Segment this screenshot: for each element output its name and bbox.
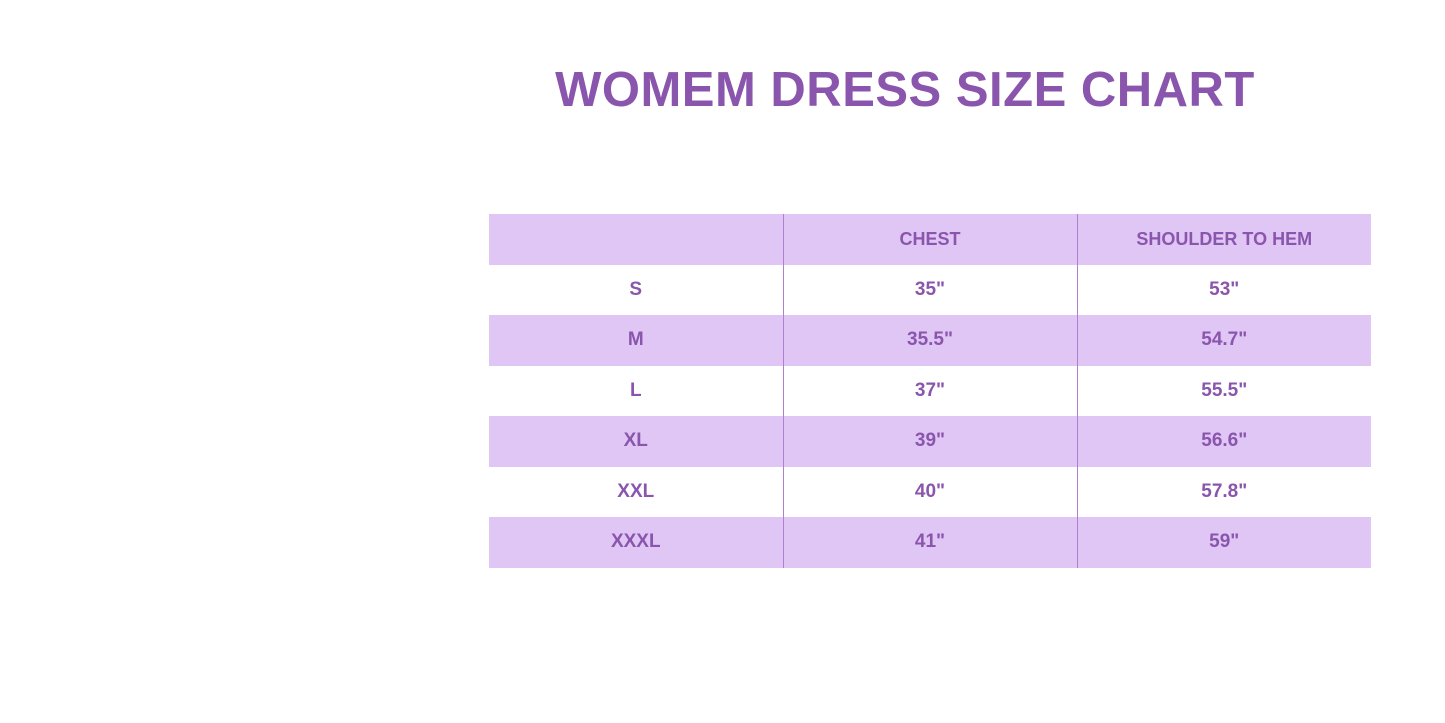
table-row: L 37" 55.5": [489, 365, 1371, 416]
length-cell: 57.8": [1076, 466, 1371, 517]
table-row: M 35.5" 54.7": [489, 315, 1371, 366]
size-cell: XXXL: [610, 531, 661, 553]
length-cell: 53": [1076, 264, 1371, 315]
table-row: S 35" 53": [489, 264, 1371, 315]
header-size: [489, 214, 783, 265]
chest-cell: 39": [782, 416, 1077, 467]
chest-cell: 35.5": [782, 315, 1077, 366]
page-title: WOMEM DRESS SIZE CHART: [555, 63, 1255, 117]
header-shoulder-to-hem: SHOULDER TO HEM: [1076, 214, 1371, 265]
chest-cell: 40": [782, 466, 1077, 517]
header-chest: CHEST: [782, 214, 1077, 265]
size-cell: S: [629, 278, 643, 300]
chest-cell: 37": [782, 365, 1077, 416]
size-cell: M: [627, 329, 644, 351]
table-header-row: CHEST SHOULDER TO HEM: [489, 214, 1371, 265]
chest-cell: 35": [782, 264, 1077, 315]
size-chart-table: CHEST SHOULDER TO HEM S 35" 53" M 35.5" …: [489, 214, 1371, 568]
length-cell: 56.6": [1076, 416, 1371, 467]
size-cell: XXL: [617, 480, 655, 502]
table-row: XL 39" 56.6": [489, 416, 1371, 467]
length-cell: 59": [1076, 517, 1371, 568]
length-cell: 55.5": [1076, 365, 1371, 416]
size-cell: L: [629, 379, 642, 401]
size-cell: XL: [623, 430, 648, 452]
length-cell: 54.7": [1076, 315, 1371, 366]
table-row: XXL 40" 57.8": [489, 466, 1371, 517]
chest-cell: 41": [782, 517, 1077, 568]
table-row: XXXL 41" 59": [489, 517, 1371, 568]
